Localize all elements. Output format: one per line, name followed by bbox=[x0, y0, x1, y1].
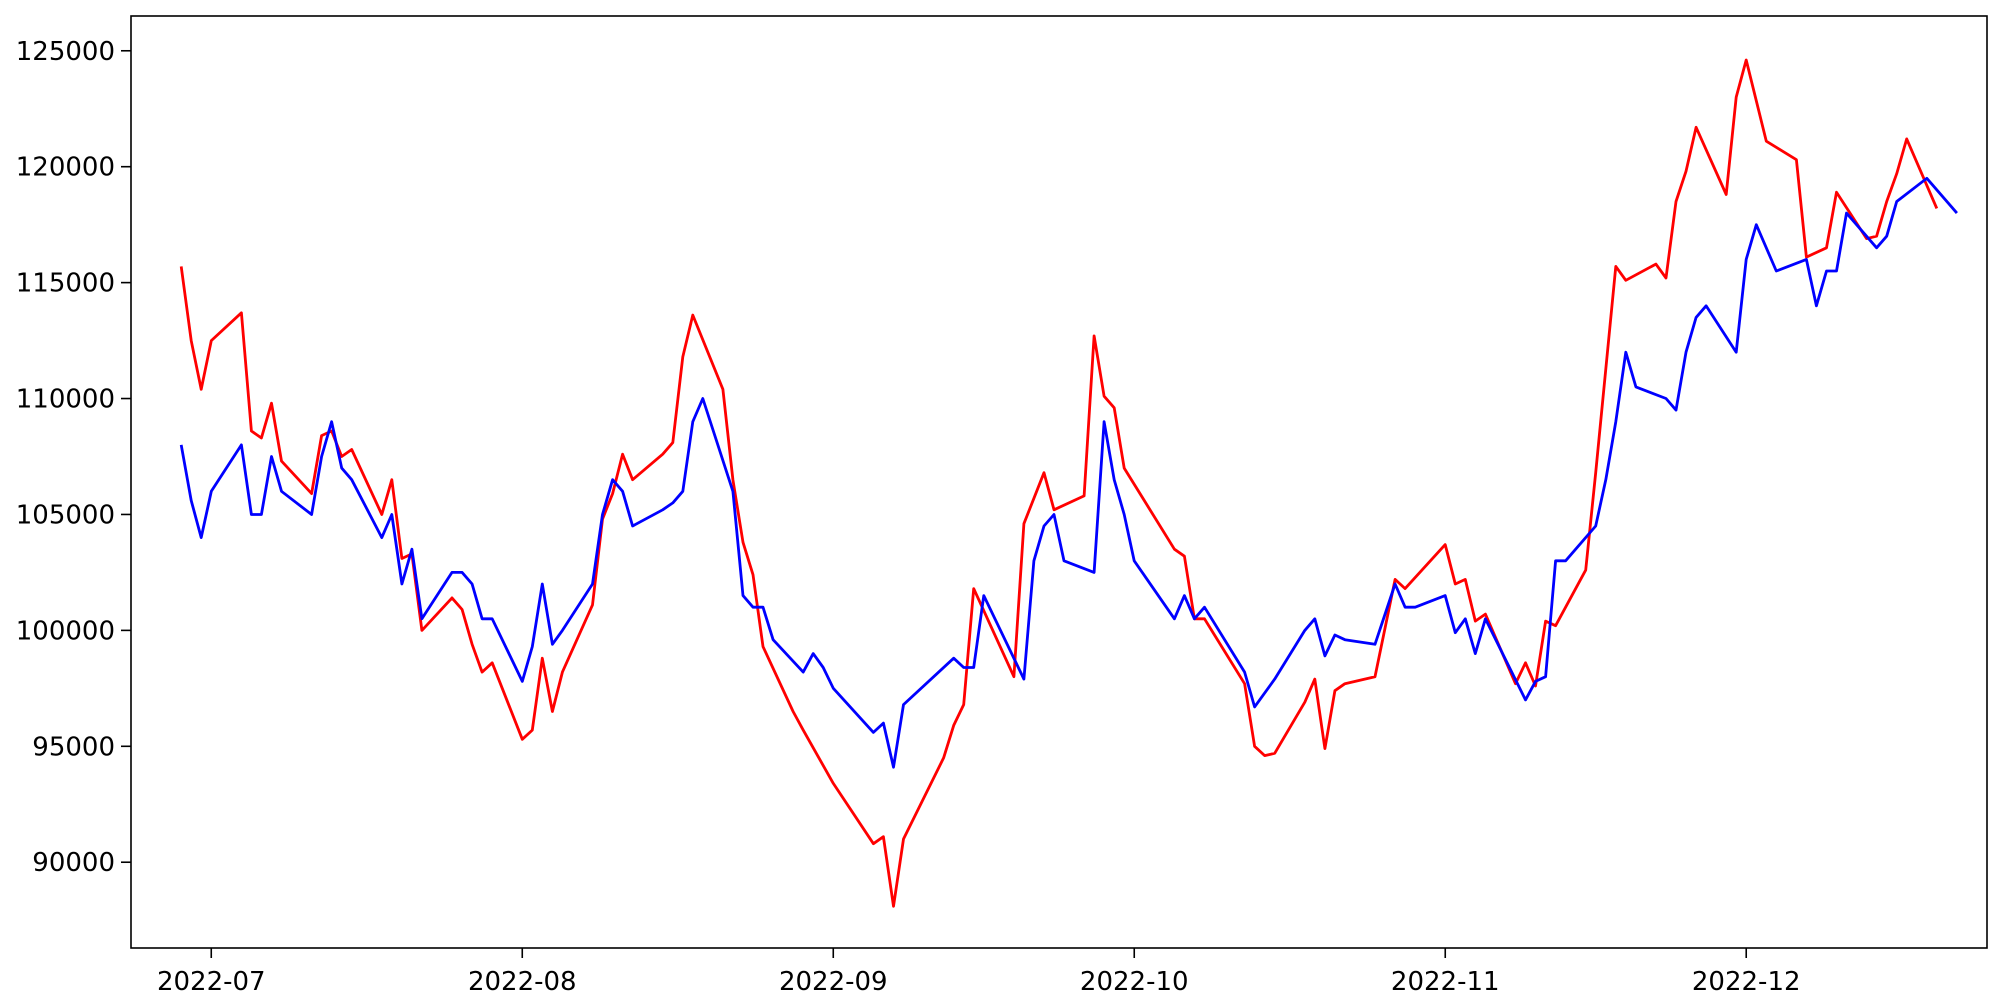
y-axis: 90000 95000 100000 105000 110000 115000 120000… bbox=[16, 37, 131, 878]
y-tick-label: 105000 bbox=[16, 500, 115, 530]
series-layer bbox=[179, 58, 1958, 908]
y-tick-label: 110000 bbox=[16, 385, 115, 415]
y-tick-label: 120000 bbox=[16, 153, 115, 183]
series-line-2 bbox=[179, 176, 1958, 769]
y-tick-label: 100000 bbox=[16, 616, 115, 646]
plot-area bbox=[131, 16, 1987, 948]
x-tick-label: 2022-07 bbox=[157, 967, 266, 997]
x-tick-label: 2022-11 bbox=[1391, 967, 1500, 997]
x-tick-label: 2022-08 bbox=[468, 967, 577, 997]
series-line-1 bbox=[179, 58, 1939, 908]
y-tick-label: 90000 bbox=[32, 848, 115, 878]
x-tick-label: 2022-12 bbox=[1692, 967, 1801, 997]
y-tick-label: 125000 bbox=[16, 37, 115, 67]
plot-frame bbox=[130, 15, 1988, 949]
x-tick-label: 2022-09 bbox=[779, 967, 888, 997]
y-tick-label: 95000 bbox=[32, 732, 115, 762]
x-axis: 2022-07 2022-08 2022-09 2022-10 2022-11 2022-… bbox=[157, 948, 1801, 997]
x-tick-label: 2022-10 bbox=[1080, 967, 1189, 997]
y-tick-label: 115000 bbox=[16, 269, 115, 299]
